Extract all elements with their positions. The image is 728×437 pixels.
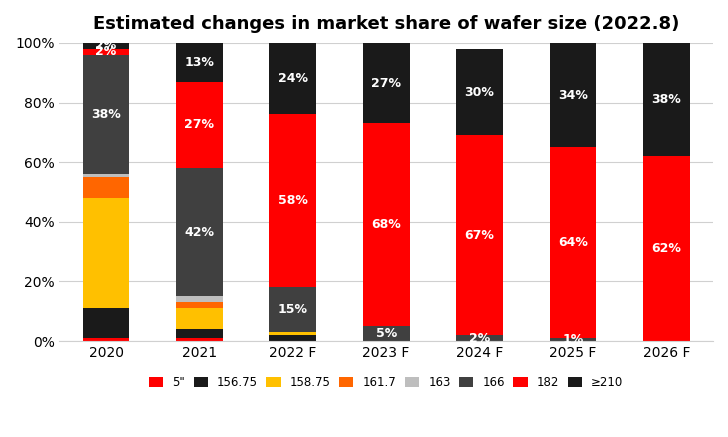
Bar [363,326,410,341]
Bar [83,309,130,338]
Bar [363,123,410,326]
Bar [456,135,503,335]
Bar [176,43,223,82]
Bar [176,329,223,338]
Text: 2%: 2% [95,39,116,52]
Bar [176,168,223,296]
Text: 62%: 62% [652,242,681,255]
Bar [456,49,503,135]
Text: 1%: 1% [562,333,584,346]
Text: 38%: 38% [91,108,121,121]
Bar [83,49,130,55]
Bar [269,288,316,332]
Text: 34%: 34% [558,89,588,101]
Bar [269,43,316,114]
Bar [176,309,223,329]
Bar [176,338,223,341]
Bar [550,338,596,341]
Bar [643,156,689,341]
Text: 27%: 27% [184,118,215,132]
Title: Estimated changes in market share of wafer size (2022.8): Estimated changes in market share of waf… [93,15,679,33]
Bar [176,82,223,168]
Legend: 5", 156.75, 158.75, 161.7, 163, 166, 182, ≥210: 5", 156.75, 158.75, 161.7, 163, 166, 182… [149,376,623,389]
Text: 64%: 64% [558,236,588,249]
Text: 30%: 30% [464,86,494,99]
Bar [550,147,596,338]
Bar [269,332,316,335]
Text: 15%: 15% [278,303,308,316]
Bar [269,335,316,341]
Bar [176,302,223,309]
Bar [456,335,503,341]
Bar [363,43,410,123]
Bar [83,43,130,49]
Bar [269,114,316,288]
Bar [643,43,689,156]
Bar [83,198,130,309]
Bar [83,174,130,177]
Bar [176,296,223,302]
Text: 67%: 67% [464,229,494,242]
Bar [83,177,130,198]
Text: 27%: 27% [371,76,401,90]
Text: 2%: 2% [469,332,490,345]
Text: 38%: 38% [652,93,681,106]
Text: 68%: 68% [371,218,401,231]
Bar [550,43,596,147]
Text: 2%: 2% [95,45,116,58]
Text: 5%: 5% [376,327,397,340]
Bar [83,338,130,341]
Text: 24%: 24% [278,72,308,85]
Text: 13%: 13% [184,56,214,69]
Text: 42%: 42% [184,226,215,239]
Bar [83,55,130,174]
Text: 58%: 58% [278,194,308,208]
